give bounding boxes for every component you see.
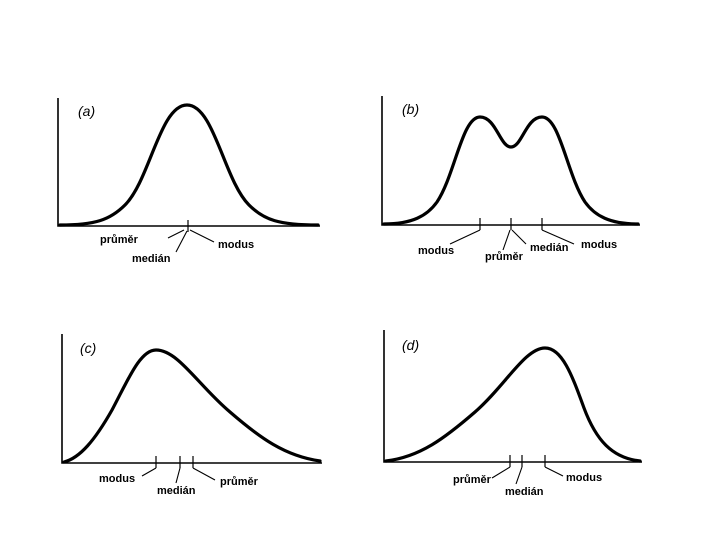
panel-b-mode-right-label: modus [581, 239, 617, 251]
panel-c-curve [62, 348, 322, 464]
panel-a-label: (a) [78, 103, 95, 119]
panel-c-mode-label: modus [99, 473, 135, 485]
panel-c-mode-leader [141, 467, 157, 477]
panel-d-label: (d) [402, 337, 419, 353]
panel-a-median-leader [175, 230, 188, 253]
panel-b-mean-label: průměr [485, 251, 524, 263]
panel-d-mean-label: průměr [453, 474, 492, 486]
panel-b-mode-left-label: modus [418, 245, 454, 257]
panel-d: (d) průměr medián modus [383, 330, 642, 498]
panel-a-curve [58, 103, 320, 227]
panel-a-mean-label: průměr [100, 234, 139, 246]
panel-a: (a) průměr medián modus [57, 98, 320, 265]
panel-d-mode-label: modus [566, 472, 602, 484]
panel-b: (b) modus průměr medián modus [381, 96, 640, 263]
panel-d-median-leader [515, 466, 523, 485]
panel-c-mean-leader [192, 467, 216, 481]
panel-d-mean-leader [491, 466, 511, 479]
panel-a-mean-leader [167, 229, 185, 239]
panel-a-mode-label: modus [218, 239, 254, 251]
panel-d-mode-leader [544, 466, 564, 477]
panel-c: (c) modus medián průměr [61, 334, 322, 497]
panel-d-median-label: medián [505, 486, 544, 498]
panel-b-mode-right-leader [541, 229, 575, 245]
panel-c-median-leader [175, 467, 181, 484]
panel-b-curve [382, 115, 640, 226]
panel-c-axes [61, 334, 322, 464]
panel-d-curve [384, 346, 642, 463]
panel-a-axes [57, 98, 320, 227]
panel-b-mode-left-leader [449, 229, 481, 245]
panel-b-median-label: medián [530, 242, 569, 254]
panel-b-axes [381, 96, 640, 226]
panel-c-label: (c) [80, 340, 96, 356]
panel-d-axes [383, 330, 642, 463]
panel-c-mean-label: průměr [220, 476, 259, 488]
panel-a-mode-leader [189, 229, 215, 243]
panel-a-median-label: medián [132, 253, 171, 265]
panel-b-label: (b) [402, 101, 419, 117]
panel-b-median-leader [511, 229, 527, 245]
panel-b-mean-leader [502, 229, 511, 251]
panel-c-median-label: medián [157, 485, 196, 497]
